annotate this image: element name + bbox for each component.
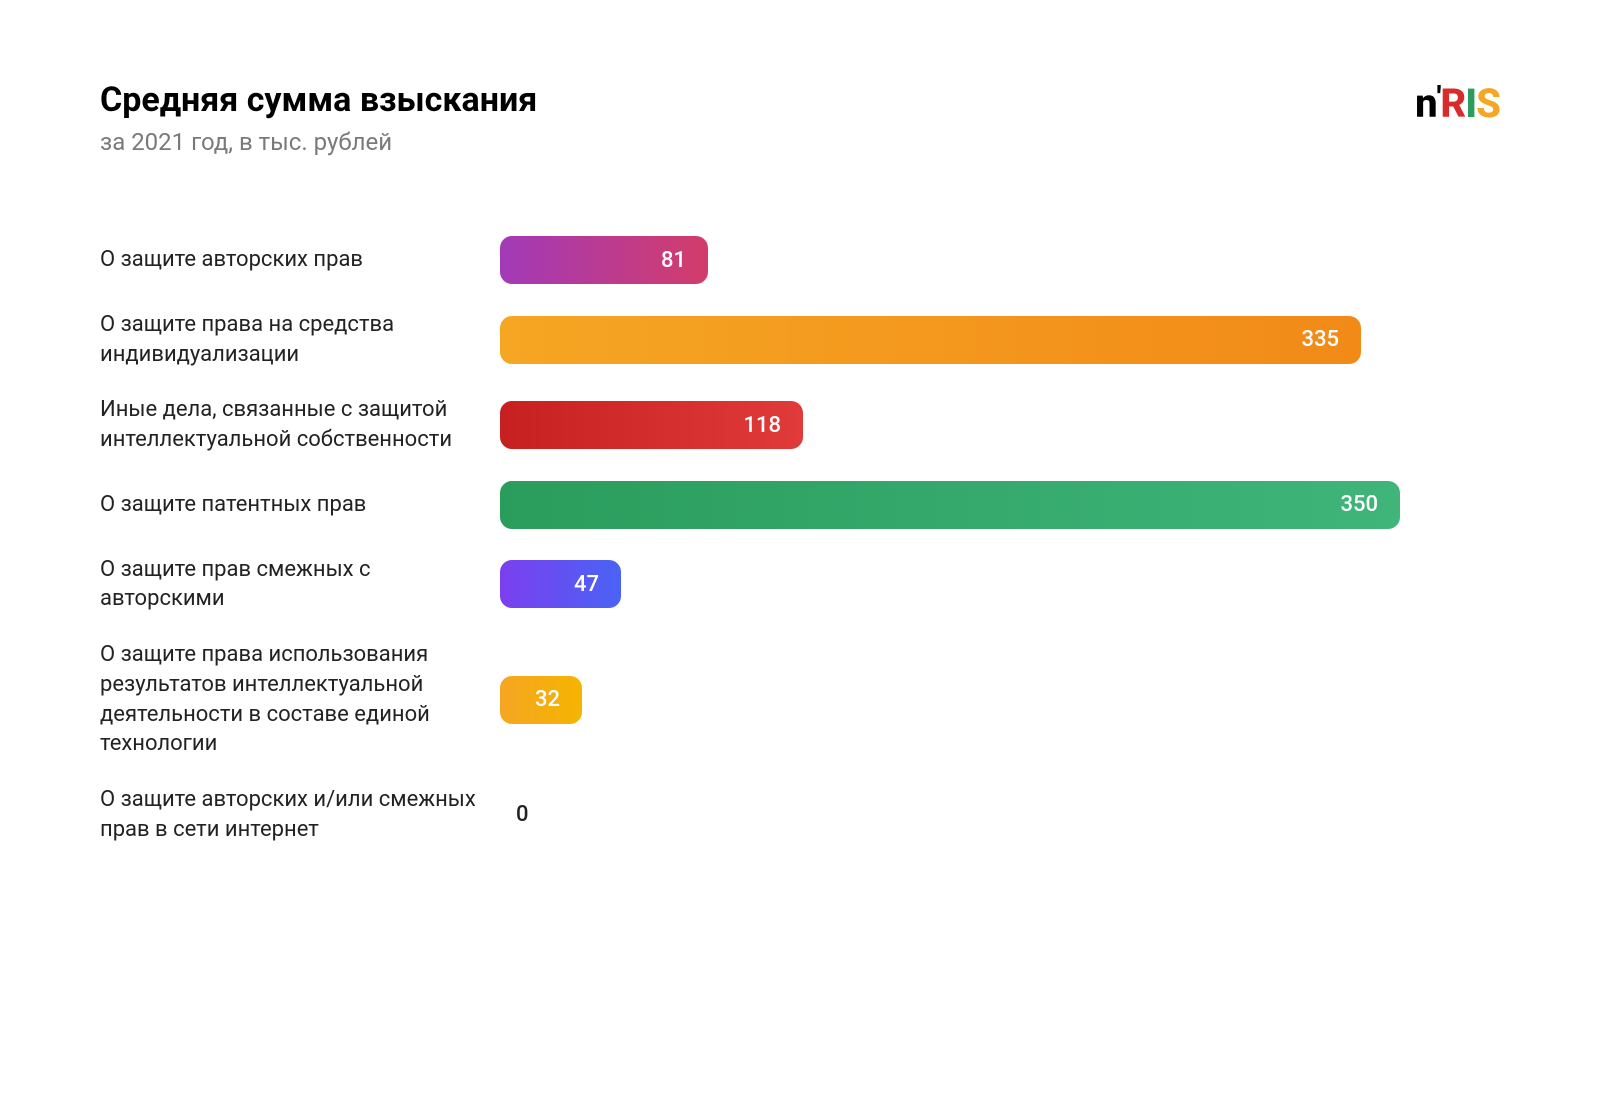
- bar-value: 47: [574, 572, 599, 597]
- bar-value: 118: [743, 413, 781, 438]
- logo-r: R: [1440, 80, 1465, 127]
- chart-row: О защите авторских прав 81: [100, 236, 1500, 284]
- bar-chart: О защите авторских прав 81 О защите права …: [100, 236, 1500, 844]
- chart-row: О защите права использования результатов…: [100, 640, 1500, 759]
- brand-logo: n ' R I S: [1415, 80, 1500, 127]
- bar: 81: [500, 236, 708, 284]
- chart-row: О защите авторских и/или смежных прав в …: [100, 785, 1500, 844]
- bar-label: О защите права использования результатов…: [100, 640, 500, 759]
- chart-subtitle: за 2021 год, в тыс. рублей: [100, 128, 537, 156]
- logo-i: I: [1465, 80, 1476, 127]
- bar-area: 350: [500, 481, 1500, 529]
- chart-header: Средняя сумма взыскания за 2021 год, в т…: [100, 80, 1500, 156]
- bar-label: О защите авторских и/или смежных прав в …: [100, 785, 500, 844]
- chart-row: О защите права на средства индивидуализа…: [100, 310, 1500, 369]
- chart-row: О защите прав смежных с авторскими 47: [100, 555, 1500, 614]
- chart-row: Иные дела, связанные с защитой интеллект…: [100, 395, 1500, 454]
- bar-value: 81: [661, 248, 686, 273]
- logo-n: n: [1415, 80, 1437, 127]
- bar: 47: [500, 560, 621, 608]
- bar-area: 118: [500, 401, 1500, 449]
- bar: 118: [500, 401, 803, 449]
- bar: 335: [500, 316, 1361, 364]
- bar-area: 335: [500, 316, 1500, 364]
- bar-value: 32: [535, 687, 560, 712]
- bar-area: 81: [500, 236, 1500, 284]
- bar-label: О защите патентных прав: [100, 490, 500, 520]
- bar-value: 0: [516, 802, 529, 827]
- bar-label: О защите прав смежных с авторскими: [100, 555, 500, 614]
- bar-value: 350: [1340, 492, 1378, 517]
- chart-title: Средняя сумма взыскания: [100, 80, 537, 120]
- bar-area: 0: [500, 791, 1500, 839]
- bar-value: 335: [1301, 327, 1339, 352]
- bar-area: 47: [500, 560, 1500, 608]
- bar-label: О защите авторских прав: [100, 245, 500, 275]
- bar-label: Иные дела, связанные с защитой интеллект…: [100, 395, 500, 454]
- bar: 32: [500, 676, 582, 724]
- bar-label: О защите права на средства индивидуализа…: [100, 310, 500, 369]
- logo-s: S: [1476, 80, 1500, 127]
- title-block: Средняя сумма взыскания за 2021 год, в т…: [100, 80, 537, 156]
- bar: 350: [500, 481, 1400, 529]
- bar-area: 32: [500, 676, 1500, 724]
- logo-apostrophe: ': [1437, 80, 1441, 115]
- chart-row: О защите патентных прав 350: [100, 481, 1500, 529]
